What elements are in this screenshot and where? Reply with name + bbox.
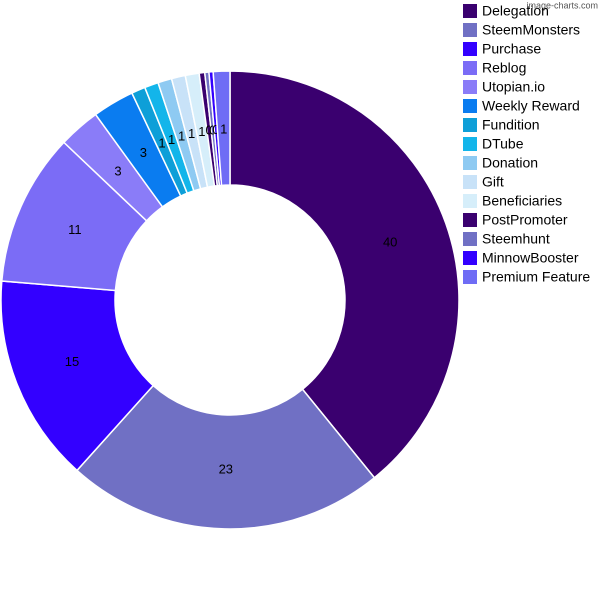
- legend-label: DTube: [482, 136, 524, 152]
- data-label: 1: [168, 132, 175, 147]
- legend-label: Beneficiaries: [482, 193, 562, 209]
- legend-label: Reblog: [482, 60, 526, 76]
- data-label: 3: [140, 145, 147, 160]
- data-label: 1: [220, 122, 227, 137]
- legend-swatch: [463, 42, 477, 56]
- legend-label: Premium Feature: [482, 269, 590, 285]
- legend-swatch: [463, 137, 477, 151]
- legend-label: Purchase: [482, 41, 541, 57]
- legend-label: MinnowBooster: [482, 250, 579, 266]
- legend-swatch: [463, 61, 477, 75]
- legend-swatch: [463, 23, 477, 37]
- legend-swatch: [463, 175, 477, 189]
- data-label: 1: [198, 124, 205, 139]
- legend-label: Gift: [482, 174, 504, 190]
- legend-label: Donation: [482, 155, 538, 171]
- donut-slice: [0, 280, 155, 472]
- legend-label: Steemhunt: [482, 231, 550, 247]
- data-label: 23: [219, 461, 233, 476]
- legend-swatch: [463, 99, 477, 113]
- legend-swatch: [463, 4, 477, 18]
- legend-label: PostPromoter: [482, 212, 568, 228]
- data-label: 40: [383, 235, 397, 250]
- legend-swatch: [463, 232, 477, 246]
- data-label: 0: [212, 122, 219, 137]
- donut-slice: [75, 384, 376, 530]
- data-label: 1: [188, 126, 195, 141]
- legend-label: Weekly Reward: [482, 98, 580, 114]
- legend-swatch: [463, 80, 477, 94]
- legend-swatch: [463, 156, 477, 170]
- data-label: 1: [178, 128, 185, 143]
- donut-slice: [229, 70, 460, 479]
- data-label: 15: [65, 354, 79, 369]
- data-label: 3: [114, 164, 121, 179]
- legend-swatch: [463, 251, 477, 265]
- data-label: 11: [68, 222, 82, 237]
- legend-swatch: [463, 270, 477, 284]
- data-label: 1: [158, 136, 165, 151]
- data-label: 0: [209, 122, 216, 137]
- legend-swatch: [463, 213, 477, 227]
- legend-label: SteemMonsters: [482, 22, 580, 38]
- legend-label: Delegation: [482, 3, 549, 19]
- legend-label: Utopian.io: [482, 79, 545, 95]
- legend-swatch: [463, 194, 477, 208]
- data-label: 0: [206, 123, 213, 138]
- watermark: image-charts.com: [526, 0, 598, 10]
- legend-label: Fundition: [482, 117, 540, 133]
- legend-swatch: [463, 118, 477, 132]
- donut-slice: [212, 70, 231, 187]
